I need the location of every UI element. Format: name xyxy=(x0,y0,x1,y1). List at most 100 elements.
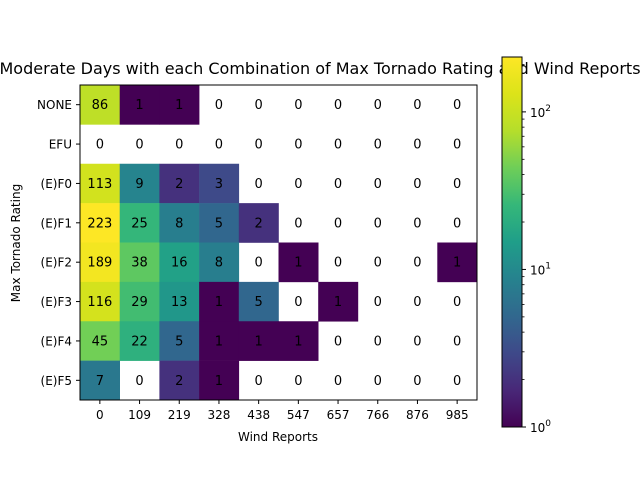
heatmap-cell xyxy=(159,360,200,401)
cell-value-label: 1 xyxy=(334,295,342,310)
heatmap-cell xyxy=(199,242,240,283)
cell-value-label: 0 xyxy=(374,177,382,192)
heatmap-cell xyxy=(80,85,120,125)
cell-value-label: 1 xyxy=(294,256,302,271)
cell-value-label: 2 xyxy=(255,216,263,231)
cell-value-label: 0 xyxy=(334,374,342,389)
cell-value-label: 0 xyxy=(453,216,461,231)
x-tick-label: 766 xyxy=(366,408,389,422)
cell-value-label: 0 xyxy=(453,374,461,389)
heatmap-cell xyxy=(278,321,319,361)
cell-value-label: 0 xyxy=(175,138,183,153)
cell-value-label: 0 xyxy=(294,216,302,231)
plot-frame xyxy=(79,84,478,401)
cell-value-label: 0 xyxy=(255,138,263,153)
cell-value-label: 1 xyxy=(215,374,223,389)
cell-value-label: 0 xyxy=(374,295,382,310)
heatmap-cell xyxy=(199,360,240,401)
heatmap-cell xyxy=(80,203,120,243)
cell-value-label: 0 xyxy=(334,98,342,113)
heatmap-cell xyxy=(199,321,240,361)
cell-value-label: 1 xyxy=(255,334,263,349)
cell-value-label: 0 xyxy=(453,98,461,113)
heatmap-cell xyxy=(80,281,120,322)
cell-value-label: 0 xyxy=(334,138,342,153)
cell-value-label: 9 xyxy=(135,177,143,192)
cell-value-label: 0 xyxy=(453,177,461,192)
cell-value-label: 5 xyxy=(255,295,263,310)
cell-value-label: 0 xyxy=(255,177,263,192)
cell-value-label: 0 xyxy=(255,98,263,113)
y-tick-label: NONE xyxy=(37,98,72,112)
heatmap-cell xyxy=(80,163,120,204)
heatmap-cell xyxy=(119,85,160,125)
cell-value-label: 45 xyxy=(92,334,109,349)
cell-value-label: 0 xyxy=(294,177,302,192)
x-tick-label: 219 xyxy=(168,408,191,422)
cell-value-label: 0 xyxy=(334,334,342,349)
cell-value-label: 0 xyxy=(255,374,263,389)
y-axis: NONE EFU (E)F0 (E)F1 (E)F2 (E)F3 (E)F4 (E)F5 xyxy=(37,98,80,388)
cell-value-label: 1 xyxy=(135,98,143,113)
heatmap-cell xyxy=(159,85,200,125)
heatmap-cell xyxy=(199,281,240,322)
cell-value-label: 0 xyxy=(334,256,342,271)
cell-value-label: 0 xyxy=(215,138,223,153)
heatmap-cell xyxy=(437,242,478,283)
cell-value-label: 1 xyxy=(215,295,223,310)
cell-value-label: 38 xyxy=(131,256,148,271)
chart-title: Moderate Days with each Combination of M… xyxy=(0,59,640,78)
y-tick-label: (E)F1 xyxy=(41,216,72,230)
x-tick-label: 547 xyxy=(287,408,310,422)
cell-value-label: 113 xyxy=(87,177,112,192)
heatmap-cell xyxy=(238,203,279,243)
cell-value-label: 0 xyxy=(334,177,342,192)
heatmap-cell xyxy=(278,242,319,283)
cell-value-label: 223 xyxy=(87,216,112,231)
cell-value-label: 5 xyxy=(215,216,223,231)
cell-value-label: 25 xyxy=(131,216,148,231)
heatmap-cell xyxy=(80,321,120,361)
cell-value-label: 0 xyxy=(215,98,223,113)
cell-value-label: 7 xyxy=(96,374,104,389)
cell-value-label: 0 xyxy=(374,138,382,153)
colorbar-gradient xyxy=(502,57,522,427)
heatmap-cell xyxy=(159,281,200,322)
heatmap-cell xyxy=(119,203,160,243)
cell-value-label: 0 xyxy=(413,374,421,389)
heatmap-cell xyxy=(159,321,200,361)
heatmap-cell xyxy=(238,281,279,322)
cell-value-label: 0 xyxy=(374,216,382,231)
cell-value-label: 0 xyxy=(135,374,143,389)
cell-value-label: 0 xyxy=(294,295,302,310)
colorbar-tick-label: 101 xyxy=(530,261,551,277)
cell-value-label: 29 xyxy=(131,295,148,310)
cell-value-label: 116 xyxy=(87,295,112,310)
y-tick-label: (E)F0 xyxy=(41,177,72,191)
heatmap-cell xyxy=(318,281,359,322)
x-tick-label: 985 xyxy=(446,408,469,422)
cell-value-label: 13 xyxy=(171,295,188,310)
cell-value-label: 189 xyxy=(87,256,112,271)
colorbar-tick-label: 100 xyxy=(530,419,551,435)
x-tick-label: 876 xyxy=(406,408,429,422)
colorbar: 100 101 102 xyxy=(501,56,551,435)
cell-value-label: 0 xyxy=(413,98,421,113)
cell-value-label: 1 xyxy=(175,98,183,113)
cell-value-label: 2 xyxy=(175,374,183,389)
heatmap-cell xyxy=(159,242,200,283)
cell-value-label: 0 xyxy=(413,177,421,192)
heatmap-cells xyxy=(80,85,478,401)
heatmap-cell xyxy=(119,281,160,322)
cell-value-label: 0 xyxy=(374,256,382,271)
y-axis-label: Max Tornado Rating xyxy=(9,184,23,302)
cell-value-label: 0 xyxy=(453,295,461,310)
y-tick-label: (E)F3 xyxy=(41,295,72,309)
heatmap-cell xyxy=(199,203,240,243)
y-tick-label: (E)F4 xyxy=(41,334,72,348)
cell-value-label: 0 xyxy=(453,334,461,349)
cell-value-label: 1 xyxy=(294,334,302,349)
